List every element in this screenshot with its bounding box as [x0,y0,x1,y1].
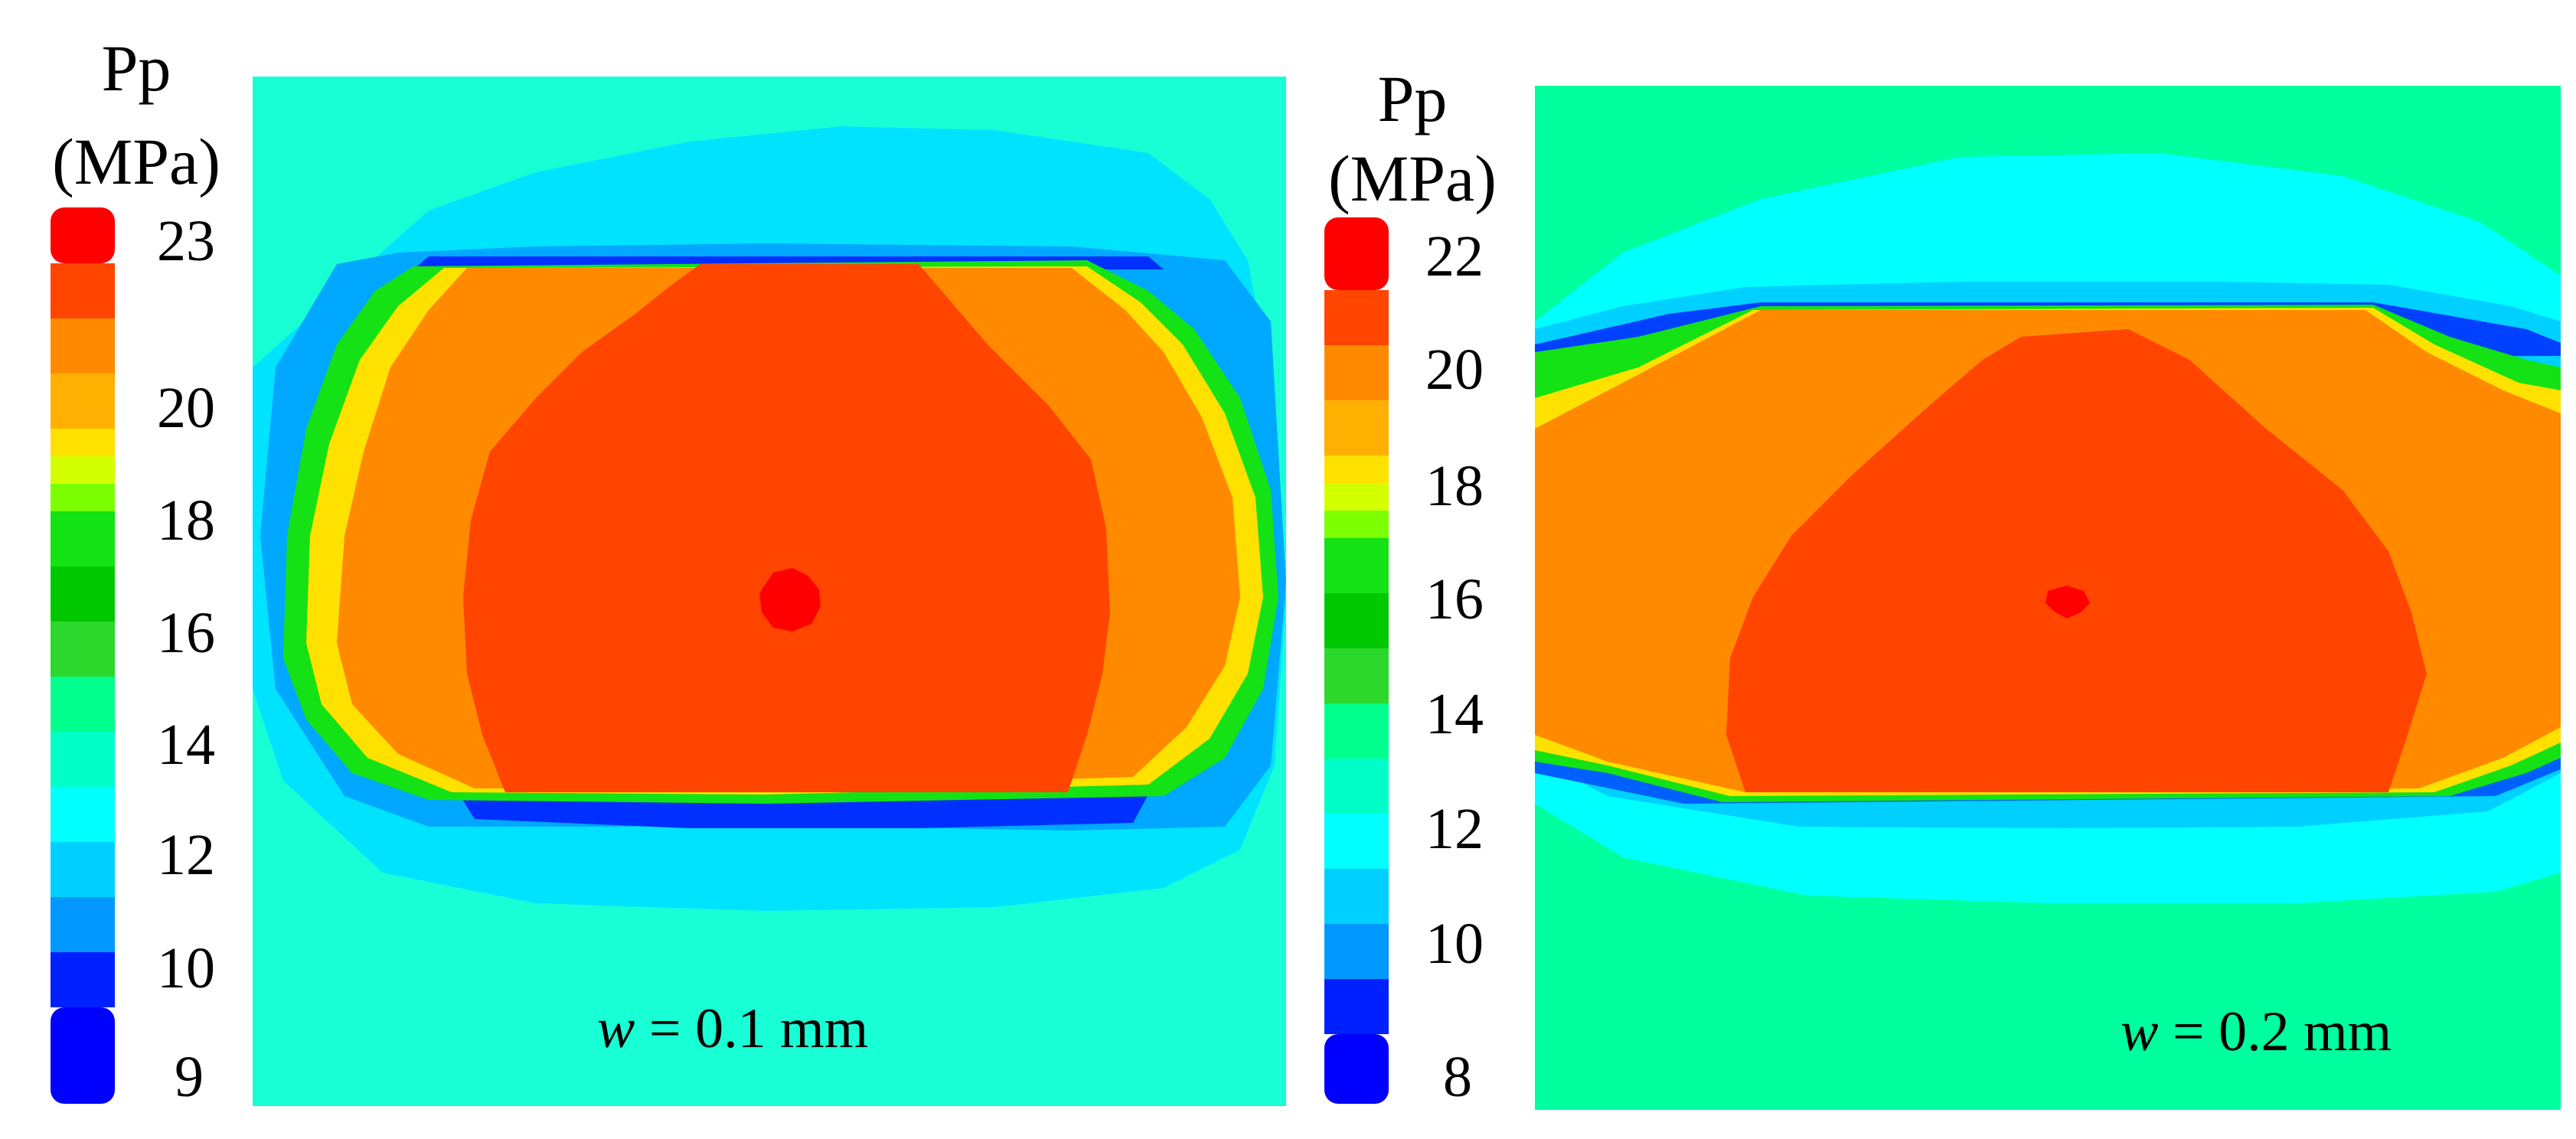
tick-label-23: 23 [157,209,215,273]
colorbar2-level-15 [1324,593,1389,648]
colorbar-level-9-5 [51,952,115,1007]
colorbar-level-18-5 [51,456,115,484]
colorbar-panel-1 [51,207,115,1104]
tick-label-20: 20 [157,376,215,440]
annotation-var-panel-1: w [597,997,635,1060]
contour-band-22 [463,264,1110,792]
tick-label-16: 16 [157,601,215,665]
tick-label-18: 18 [157,488,215,553]
contour-plot-panel-1: w = 0.1 mm [253,77,1286,1106]
colorbar2-level-18 [1324,483,1389,511]
colorbar-level-16 [51,566,115,622]
tick-label-10: 10 [157,936,215,1000]
colorbar-level-17 [51,511,115,566]
colorbar2-level-20 [1324,345,1389,400]
colorbar2-level-12-5 [1324,759,1389,814]
contour-plot-panel-2: w = 0.2 mm [1535,86,2561,1110]
colorbar-level-14 [51,677,115,732]
contour2-band-22 [2045,586,2090,618]
contour-band-9-bottom [459,795,1148,828]
colorbar2-level-9 [1324,979,1389,1034]
contour-band-23 [759,568,821,632]
tick2-label-8: 8 [1443,1045,1472,1109]
annotation-rest-panel-1: = 0.1 mm [635,997,868,1060]
colorbar2-level-8 [1324,1034,1389,1104]
colorbar2-level-22 [1324,217,1389,290]
tick-label-9: 9 [175,1045,204,1109]
colorbar2-level-18-5 [1324,455,1389,483]
colorbar2-level-13 [1324,703,1389,759]
colorbar2-level-10 [1324,924,1389,979]
panel-1: Pp (MPa) 23 20 18 16 14 12 [51,31,1286,1109]
colorbar-level-20 [51,374,115,429]
colorbar-level-18 [51,484,115,511]
legend-title-line2-panel-1: (MPa) [52,125,220,198]
tick2-label-12: 12 [1425,797,1484,861]
tick-label-12: 12 [157,823,215,887]
tick2-label-18: 18 [1425,454,1484,518]
colorbar-level-9 [51,1007,115,1104]
tick-label-14: 14 [157,713,215,777]
colorbar-level-13 [51,732,115,787]
legend-title-line2-panel-2: (MPa) [1328,142,1497,215]
colorbar-level-21 [51,318,115,374]
tick2-label-16: 16 [1425,567,1484,632]
colorbar-level-10 [51,897,115,952]
colorbar-level-23 [51,207,115,263]
colorbar2-level-16 [1324,538,1389,593]
annotation-rest-panel-2: = 0.2 mm [2158,1000,2392,1063]
colorbar2-level-17 [1324,511,1389,538]
colorbar-level-22 [51,263,115,318]
tick2-label-14: 14 [1425,682,1484,746]
colorbar2-level-12 [1324,814,1389,869]
annotation-panel-1: w = 0.1 mm [597,997,868,1060]
legend-title-line1-panel-1: Pp [102,31,171,105]
annotation-var-panel-2: w [2121,1000,2158,1063]
tick2-label-20: 20 [1425,338,1484,402]
tick2-label-22: 22 [1425,224,1484,289]
colorbar2-level-19 [1324,400,1389,455]
contour2-band-21 [1726,329,2427,792]
legend-title-line1-panel-2: Pp [1378,62,1448,135]
colorbar-level-15 [51,622,115,677]
colorbar-level-11 [51,842,115,897]
tick2-label-10: 10 [1425,912,1484,976]
annotation-panel-2: w = 0.2 mm [2121,1000,2392,1063]
colorbar2-level-11 [1324,869,1389,924]
colorbar2-level-21 [1324,290,1389,345]
colorbar-level-19 [51,429,115,456]
colorbar-level-12 [51,787,115,842]
panel-2: Pp (MPa) 22 20 18 16 14 12 [1324,62,2561,1110]
colorbar-panel-2 [1324,217,1389,1104]
colorbar2-level-14 [1324,648,1389,703]
